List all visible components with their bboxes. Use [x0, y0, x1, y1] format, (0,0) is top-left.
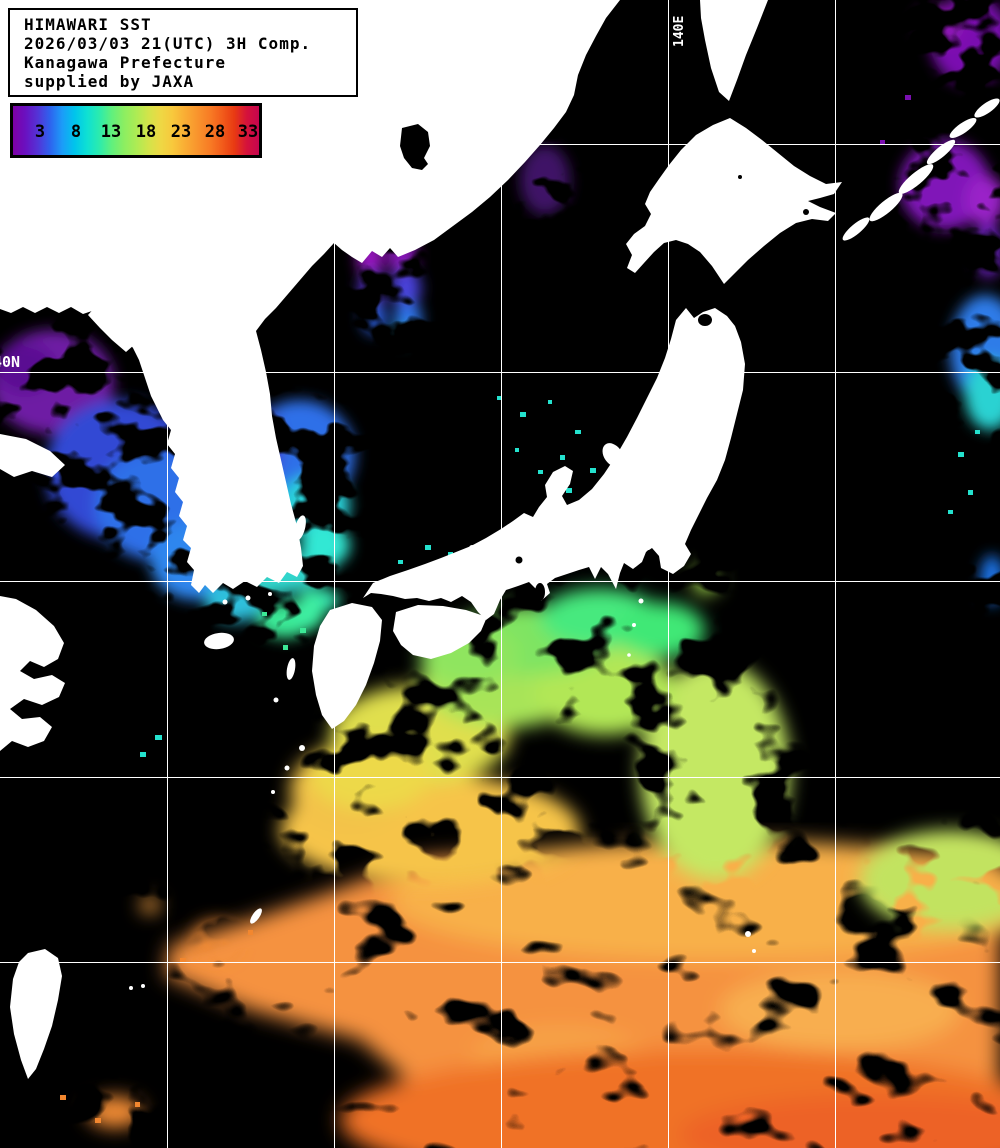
land-honshu	[363, 308, 745, 620]
land-hokkaido	[626, 118, 842, 284]
colorbar-tick: 33	[237, 122, 259, 143]
colorbar-tick: 13	[100, 122, 122, 143]
colorbar-gradient	[13, 106, 259, 155]
small-islands	[129, 443, 756, 990]
sst-speckles	[60, 95, 980, 1123]
colorbar-tick: 28	[204, 122, 226, 143]
colorbar-tick: 18	[135, 122, 157, 143]
land-china-yangtze	[0, 596, 65, 751]
land-kuril-islands	[842, 98, 1000, 241]
parallel-label-40n: 40N	[0, 353, 20, 371]
temperature-colorbar: 3 8 13 18 23 28 33	[10, 103, 262, 158]
info-box: HIMAWARI SST 2026/03/03 21(UTC) 3H Comp.…	[8, 8, 358, 97]
info-region: Kanagawa Prefecture	[24, 53, 227, 72]
land-liaodong	[88, 306, 134, 352]
info-title: HIMAWARI SST	[24, 15, 152, 34]
info-source: supplied by JAXA	[24, 72, 195, 91]
info-datetime: 2026/03/03 21(UTC) 3H Comp.	[24, 34, 312, 53]
land-shikoku	[393, 605, 487, 659]
land-taiwan	[10, 949, 62, 1079]
colorbar-tick: 3	[34, 122, 46, 143]
colorbar-tick: 8	[70, 122, 82, 143]
graticule-labels: 140E 40N	[0, 16, 687, 371]
inland-water	[400, 124, 809, 601]
land-kyushu	[312, 603, 382, 729]
colorbar-tick: 23	[170, 122, 192, 143]
meridian-label-140e: 140E	[672, 16, 687, 47]
land-shandong	[0, 434, 65, 477]
land-sakhalin	[700, 0, 768, 101]
